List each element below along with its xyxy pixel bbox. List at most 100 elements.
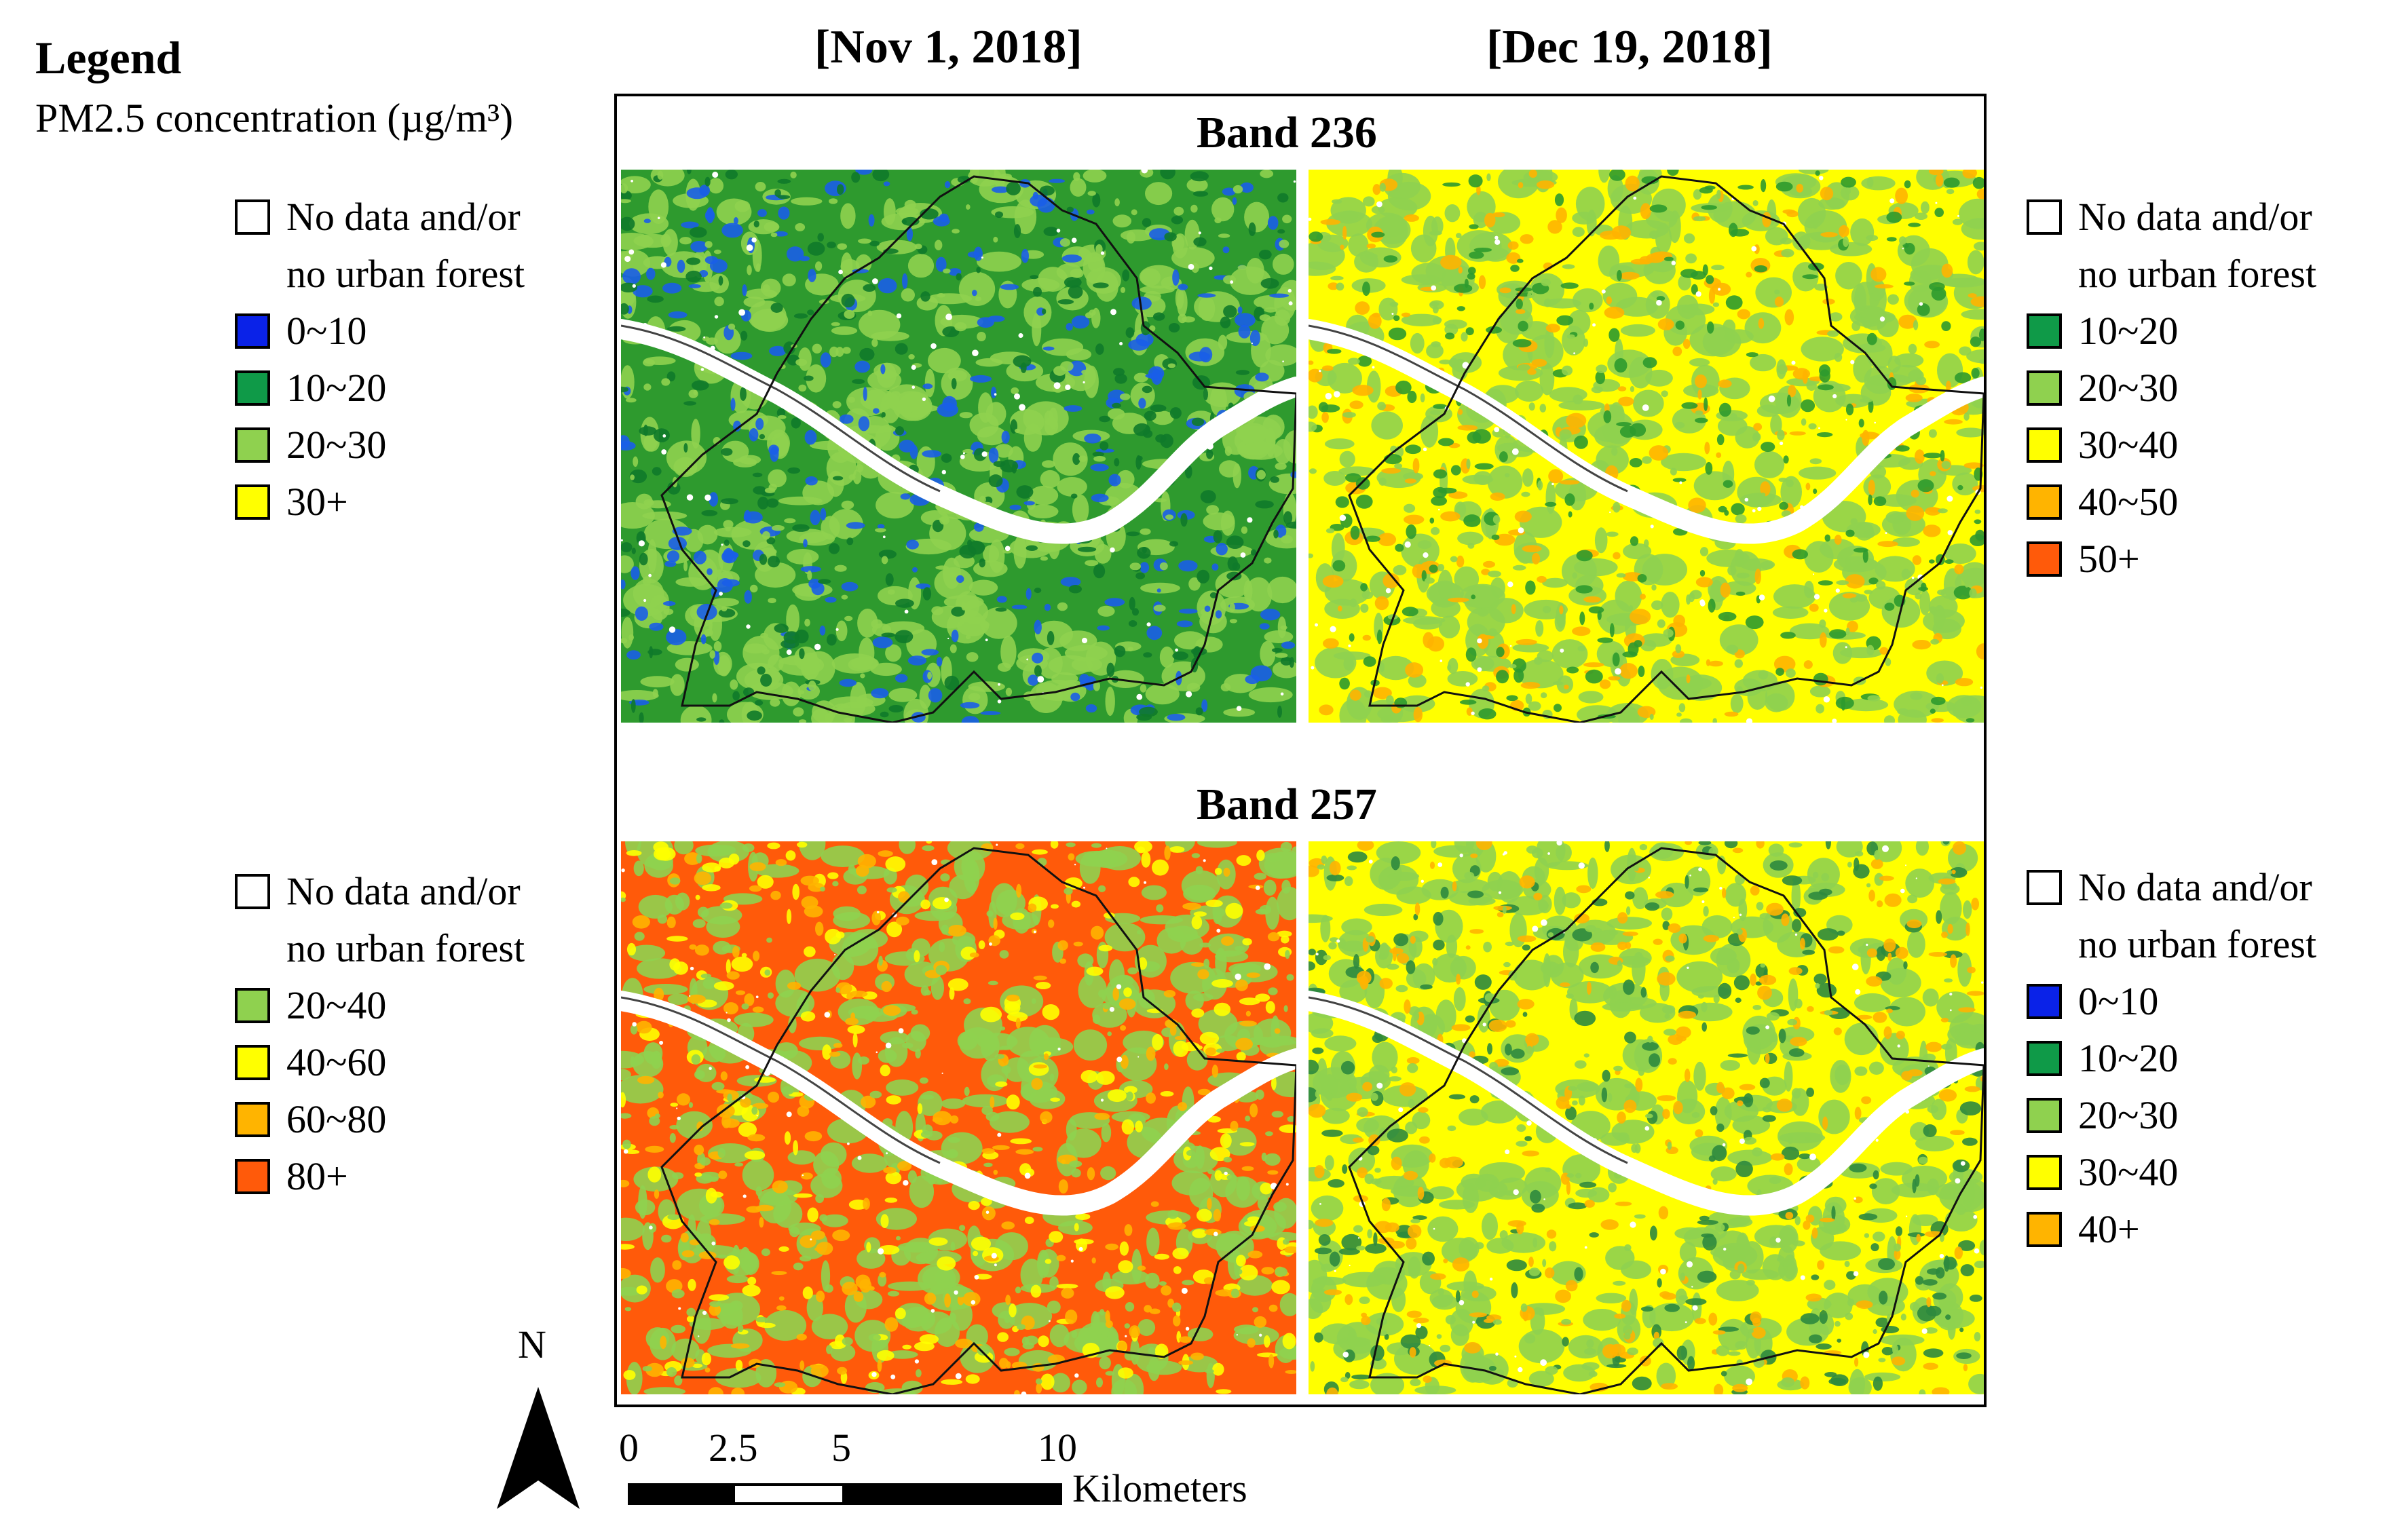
legend-label-continued: no urban forest [286, 926, 525, 970]
legend-item: No data and/or [2027, 859, 2316, 916]
river [621, 319, 1296, 544]
legend-label: No data and/or [286, 195, 521, 239]
legend-item: 20~30 [2027, 1087, 2316, 1144]
legend-title: Legend [35, 32, 182, 83]
scale-tick-0: 0 [619, 1426, 639, 1470]
legend-label: No data and/or [2078, 865, 2312, 909]
legend-item: 40~60 [235, 1034, 525, 1091]
legend-label: 0~10 [2078, 979, 2159, 1023]
legend-swatch [235, 988, 270, 1023]
legend-item: 0~10 [2027, 973, 2316, 1030]
band-257-title: Band 257 [1197, 780, 1377, 829]
north-arrow-icon [497, 1387, 580, 1509]
legend-item: 80+ [235, 1148, 525, 1205]
legend-item: 50+ [2027, 531, 2316, 588]
legend-label: 20~30 [2078, 366, 2179, 410]
river [1309, 319, 1984, 544]
legend-label: 30~40 [2078, 1150, 2179, 1194]
legend-item: No data and/or [2027, 189, 2316, 246]
legend-swatch [235, 874, 270, 909]
legend-swatch [2027, 1155, 2062, 1190]
legend-band236-dec19: No data and/or no urban forest 10~20 20~30 3… [2027, 189, 2316, 588]
legend-item: No data and/or [235, 863, 525, 920]
legend-item: No data and/or [235, 189, 525, 246]
legend-item: 10~20 [2027, 303, 2316, 360]
map-band236-dec19 [1309, 170, 1984, 723]
river [621, 991, 1296, 1216]
legend-label: 0~10 [286, 309, 367, 353]
legend-item: 20~30 [235, 417, 525, 474]
map-raster [1309, 841, 1984, 1394]
north-label: N [518, 1322, 546, 1367]
legend-label: 20~30 [2078, 1093, 2179, 1137]
map-raster [621, 841, 1296, 1394]
river [1309, 991, 1984, 1216]
legend-item: 30~40 [2027, 1144, 2316, 1201]
legend-label: 10~20 [286, 366, 387, 410]
legend-label: 10~20 [2078, 309, 2179, 353]
legend-label: 80+ [286, 1154, 348, 1198]
legend-item: 30~40 [2027, 417, 2316, 474]
legend-swatch [2027, 370, 2062, 406]
legend-swatch [235, 370, 270, 406]
date-right: [Dec 19, 2018] [1486, 21, 1773, 73]
map-raster [1309, 170, 1984, 723]
legend-swatch [2027, 313, 2062, 349]
legend-swatch [2027, 541, 2062, 577]
legend-swatch [235, 313, 270, 349]
city-boundary [1348, 847, 1984, 1394]
legend-label: 40~60 [286, 1040, 387, 1084]
legend-swatch [235, 1159, 270, 1194]
legend-item: 20~30 [2027, 360, 2316, 417]
legend-swatch [2027, 484, 2062, 520]
legend-swatch [235, 199, 270, 235]
legend-swatch [235, 1102, 270, 1137]
legend-swatch [2027, 1098, 2062, 1133]
legend-label: 40~50 [2078, 480, 2179, 524]
map-raster [621, 170, 1296, 723]
legend-item: 20~40 [235, 977, 525, 1034]
map-band236-nov1 [621, 170, 1296, 723]
legend-item: 0~10 [235, 303, 525, 360]
legend-swatch [2027, 870, 2062, 905]
legend-item: 60~80 [235, 1091, 525, 1148]
scale-tick-5: 5 [831, 1426, 851, 1470]
legend-swatch [2027, 427, 2062, 463]
legend-swatch [235, 427, 270, 463]
legend-swatch [235, 484, 270, 520]
band-236-title: Band 236 [1197, 108, 1377, 157]
scale-tick-2-5: 2.5 [709, 1426, 758, 1470]
legend-item: 10~20 [2027, 1030, 2316, 1087]
legend-item: 10~20 [235, 360, 525, 417]
legend-label-continued: no urban forest [286, 252, 525, 296]
date-left: [Nov 1, 2018] [814, 21, 1083, 73]
legend-label: 50+ [2078, 537, 2140, 581]
map-band257-nov1 [621, 841, 1296, 1394]
legend-subtitle: PM2.5 concentration (µg/m³) [35, 96, 514, 140]
legend-label: 60~80 [286, 1097, 387, 1141]
map-band257-dec19 [1309, 841, 1984, 1394]
legend-swatch [2027, 984, 2062, 1019]
legend-label-continued: no urban forest [2078, 252, 2317, 296]
legend-item: 30+ [235, 474, 525, 531]
city-boundary [660, 175, 1296, 723]
scale-unit: Kilometers [1072, 1466, 1247, 1510]
city-boundary [1348, 175, 1984, 723]
legend-swatch [235, 1045, 270, 1080]
legend-label: No data and/or [286, 869, 521, 913]
city-boundary [660, 847, 1296, 1394]
legend-label: 40+ [2078, 1207, 2140, 1251]
legend-label: 20~40 [286, 983, 387, 1027]
scale-tick-10: 10 [1038, 1426, 1077, 1470]
legend-band257-nov1: No data and/or no urban forest 20~40 40~60 6… [235, 863, 525, 1205]
legend-item: 40+ [2027, 1201, 2316, 1258]
legend-swatch [2027, 199, 2062, 235]
scale-bar [628, 1483, 1062, 1505]
legend-swatch [2027, 1212, 2062, 1247]
legend-label-continued: no urban forest [2078, 922, 2317, 966]
legend-label: 10~20 [2078, 1036, 2179, 1080]
legend-label: 30+ [286, 480, 348, 524]
legend-band236-nov1: No data and/or no urban forest 0~10 10~20 20… [235, 189, 525, 531]
legend-swatch [2027, 1041, 2062, 1076]
legend-band257-dec19: No data and/or no urban forest 0~10 10~20 20… [2027, 859, 2316, 1258]
